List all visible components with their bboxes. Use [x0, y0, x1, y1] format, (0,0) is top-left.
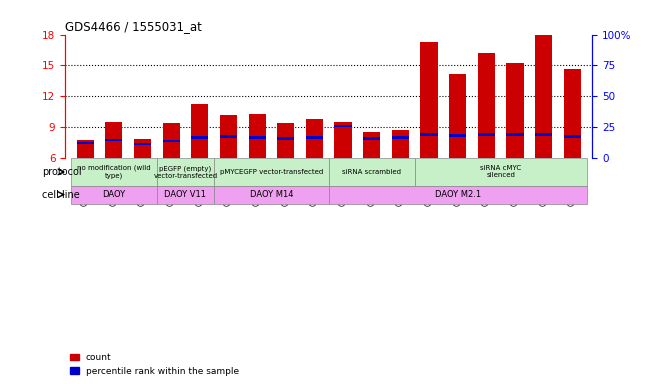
Text: DAOY V11: DAOY V11 — [165, 190, 206, 199]
Bar — [564, 136, 581, 138]
Bar — [71, 185, 157, 204]
Bar — [277, 137, 294, 140]
Bar — [214, 158, 329, 185]
Text: no modification (wild
type): no modification (wild type) — [77, 165, 150, 179]
Bar — [249, 136, 266, 139]
Bar — [478, 133, 495, 136]
Bar — [506, 133, 523, 136]
Bar — [415, 158, 587, 185]
Bar — [277, 123, 294, 158]
Bar — [363, 137, 380, 140]
Bar — [220, 136, 237, 138]
Bar — [392, 131, 409, 158]
Bar — [77, 142, 94, 144]
Text: GDS4466 / 1555031_at: GDS4466 / 1555031_at — [65, 20, 202, 33]
Bar — [163, 123, 180, 158]
Bar — [506, 63, 523, 158]
Bar — [335, 122, 352, 158]
Text: cell line: cell line — [42, 190, 80, 200]
Text: DAOY M2.1: DAOY M2.1 — [435, 190, 481, 199]
Bar — [249, 114, 266, 158]
Text: pEGFP (empty)
vector-transfected: pEGFP (empty) vector-transfected — [154, 165, 217, 179]
Bar — [157, 185, 214, 204]
Bar — [306, 136, 323, 139]
Bar — [363, 132, 380, 158]
Text: protocol: protocol — [42, 167, 82, 177]
Bar — [392, 136, 409, 139]
Bar — [105, 139, 122, 141]
Bar — [157, 158, 214, 185]
Bar — [335, 125, 352, 127]
Bar — [306, 119, 323, 158]
Bar — [535, 35, 552, 158]
Bar — [220, 115, 237, 158]
Text: siRNA cMYC
silenced: siRNA cMYC silenced — [480, 166, 521, 179]
Bar — [449, 134, 466, 137]
Bar — [214, 185, 329, 204]
Text: DAOY: DAOY — [102, 190, 126, 199]
Bar — [449, 74, 466, 158]
Bar — [105, 122, 122, 158]
Text: siRNA scrambled: siRNA scrambled — [342, 169, 401, 175]
Text: pMYCEGFP vector-transfected: pMYCEGFP vector-transfected — [220, 169, 323, 175]
Bar — [191, 136, 208, 139]
Bar — [134, 142, 151, 145]
Bar — [134, 139, 151, 158]
Bar — [163, 139, 180, 142]
Bar — [71, 158, 157, 185]
Bar — [421, 133, 437, 136]
Text: DAOY M14: DAOY M14 — [250, 190, 293, 199]
Bar — [191, 104, 208, 158]
Legend: count, percentile rank within the sample: count, percentile rank within the sample — [70, 353, 239, 376]
Bar — [478, 53, 495, 158]
Bar — [77, 140, 94, 158]
Bar — [329, 185, 587, 204]
Bar — [329, 158, 415, 185]
Bar — [421, 42, 437, 158]
Bar — [564, 69, 581, 158]
Bar — [535, 133, 552, 136]
